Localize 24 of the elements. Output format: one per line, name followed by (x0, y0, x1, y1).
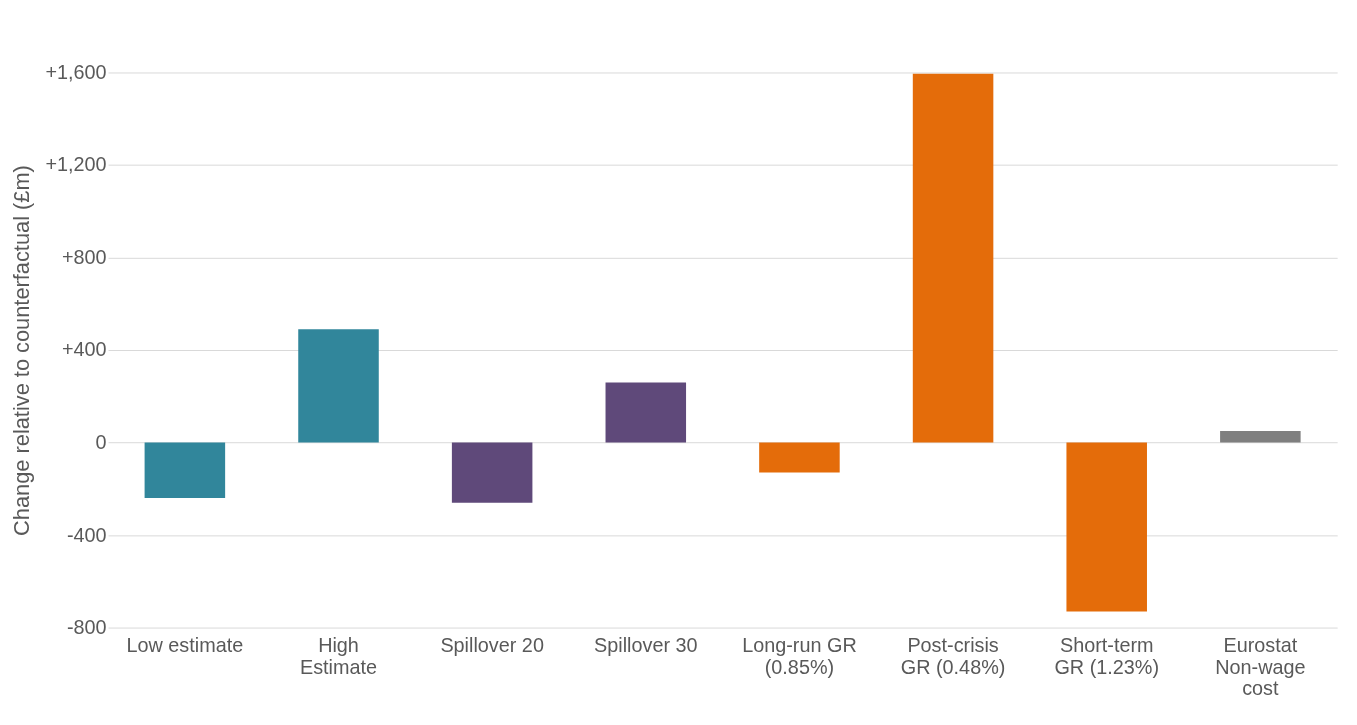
x-tick-label: Short-term GR (1.23%) (1054, 633, 1160, 678)
bar (298, 329, 379, 443)
y-tick-label: +400 (61, 338, 107, 361)
y-tick-label: 0 (95, 430, 107, 453)
x-tick-label: Eurostat Non-wage cost (1215, 633, 1306, 700)
y-axis-title: Change relative to counterfactual (£m) (8, 165, 34, 536)
bar (1220, 430, 1301, 443)
x-tick-label: Post-crisis GR (0.48%) (900, 633, 1006, 678)
y-tick-label: -800 (66, 616, 107, 639)
x-tick-label: Long-run GR (0.85%) (742, 633, 857, 678)
x-tick-label: Spillover 30 (594, 633, 698, 656)
x-tick-label: Low estimate (126, 633, 244, 656)
y-tick-label: +800 (61, 245, 107, 268)
x-tick-label: Spillover 20 (440, 633, 544, 656)
bar (912, 73, 994, 443)
bar (605, 382, 687, 443)
y-tick-label: +1,200 (45, 153, 107, 176)
bar (759, 442, 840, 473)
y-tick-label: +1,600 (45, 60, 107, 83)
bar (1066, 442, 1147, 612)
y-tick-label: -400 (66, 523, 107, 546)
bar (451, 442, 533, 503)
x-tick-label: High Estimate (299, 633, 378, 678)
bar (144, 442, 226, 499)
